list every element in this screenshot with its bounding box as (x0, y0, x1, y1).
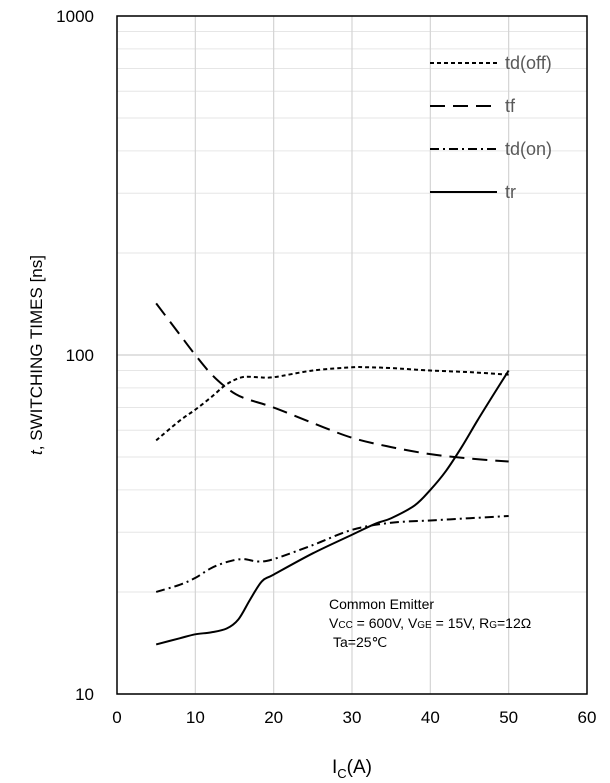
series-line-td-on (155, 515, 509, 593)
legend-label-tr: tr (505, 182, 516, 202)
annotation-vcc-symbol: V (329, 615, 339, 631)
y-tick-label: 100 (66, 346, 94, 365)
annotation-vge-value: = 15V, R (432, 615, 489, 631)
y-tick-label: 1000 (56, 7, 94, 26)
x-tick-label: 40 (421, 708, 440, 727)
annotation-rg-subscript: G (489, 620, 497, 631)
x-tick-label: 30 (343, 708, 362, 727)
legend: td(off) tf td(on) tr (430, 53, 552, 202)
series-line-tf (155, 302, 509, 463)
x-axis-title-symbol: I (332, 757, 337, 778)
legend-label-td-off: td(off) (505, 53, 552, 73)
x-tick-label: 50 (499, 708, 518, 727)
annotation-rg-value: =12Ω (497, 615, 531, 631)
test-conditions-annotation: Common Emitter VCC = 600V, VGE = 15V, RG=… (329, 596, 531, 650)
tick-labels: 0 10 20 30 40 50 60 10 100 1000 (56, 7, 596, 727)
series-lines (155, 302, 510, 646)
legend-label-tf: tf (505, 96, 516, 116)
annotation-line-1: Common Emitter (329, 596, 434, 612)
x-axis-title-unit: (A) (347, 757, 372, 778)
x-tick-label: 0 (112, 708, 121, 727)
x-tick-label: 20 (264, 708, 283, 727)
legend-label-td-on: td(on) (505, 139, 552, 159)
annotation-line-2: VCC = 600V, VGE = 15V, RG=12Ω (329, 615, 531, 631)
x-axis-title: IC(A) (332, 757, 372, 781)
series-line-tr (155, 369, 510, 646)
x-tick-label: 60 (578, 708, 597, 727)
annotation-line-3: Ta=25℃ (333, 634, 387, 650)
y-tick-label: 10 (75, 685, 94, 704)
annotation-vcc-subscript: CC (338, 620, 352, 631)
y-axis-title: t, SWITCHING TIMES [ns] (27, 255, 46, 455)
annotation-vge-subscript: GE (417, 620, 432, 631)
y-axis-title-italic: t (27, 449, 46, 455)
y-axis-title-text: , SWITCHING TIMES [ns] (27, 255, 46, 450)
x-tick-label: 10 (186, 708, 205, 727)
x-axis-title-subscript: C (337, 766, 346, 781)
plot-area-border (116, 15, 588, 695)
annotation-vcc-value: = 600V, V (353, 615, 418, 631)
